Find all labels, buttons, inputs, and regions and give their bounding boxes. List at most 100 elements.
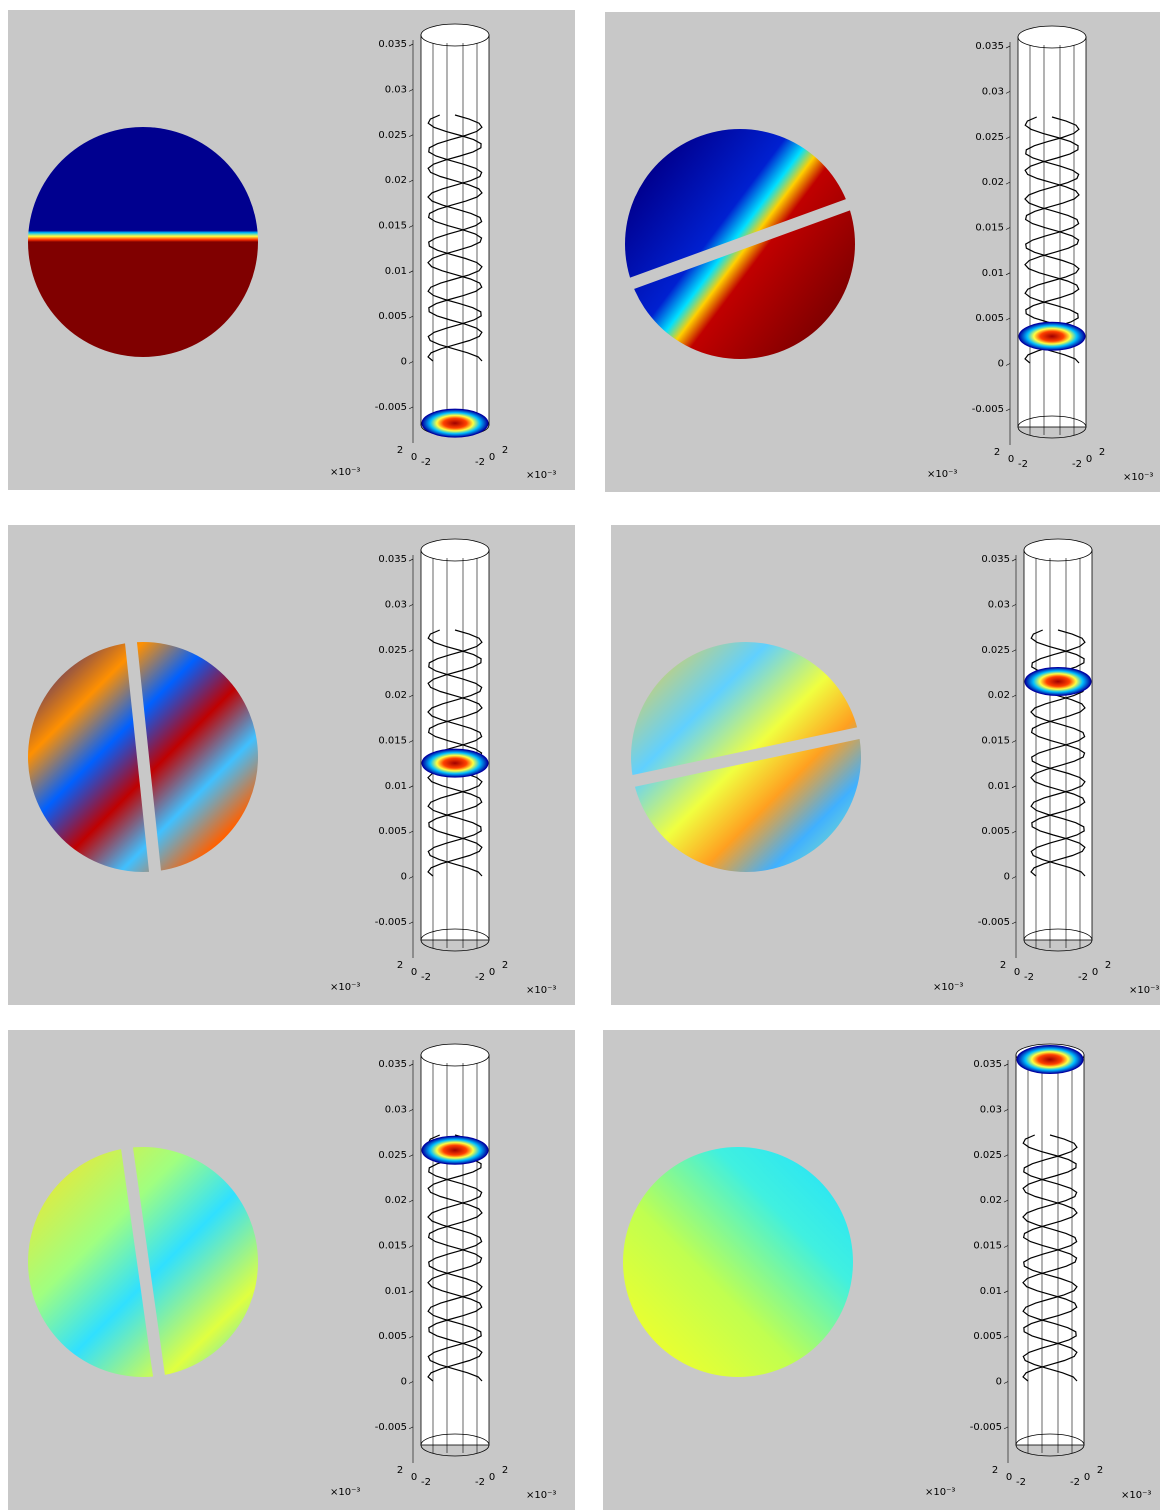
z-tick-label: 0.035 (378, 39, 407, 50)
y-tick-label: 2 (397, 960, 403, 971)
z-tick-label: -0.005 (972, 404, 1004, 415)
z-tick-label: 0.025 (378, 1150, 407, 1161)
y-scale-label: ×10⁻³ (330, 1487, 360, 1498)
z-tick-label: 0.005 (973, 1331, 1002, 1342)
z-tick-label: 0.01 (385, 266, 407, 277)
z-tick-label: 0.005 (378, 311, 407, 322)
tube (421, 550, 489, 940)
x-scale-label: ×10⁻³ (1123, 472, 1153, 483)
x-tick-label: 2 (502, 960, 508, 971)
y-tick-label: -2 (421, 1477, 431, 1488)
y-tick-label: 0 (411, 967, 417, 978)
z-tick-label: 0.03 (988, 599, 1010, 610)
y-scale-label: ×10⁻³ (925, 1487, 955, 1498)
x-tick-label: -2 (1072, 459, 1082, 470)
z-tick-label: 0.005 (378, 1331, 407, 1342)
y-tick-label: -2 (1016, 1477, 1026, 1488)
y-tick-label: 0 (1006, 1472, 1012, 1483)
x-tick-label: 2 (1099, 447, 1105, 458)
z-tick-label: 0.03 (982, 86, 1004, 97)
x-tick-label: 0 (1084, 1472, 1090, 1483)
z-tick-label: 0.01 (385, 781, 407, 792)
tube (1016, 1055, 1084, 1445)
z-tick-label: 0.015 (378, 735, 407, 746)
panel: 0.0350.030.0250.020.0150.010.0050-0.0052… (605, 12, 1160, 492)
tube (421, 1055, 489, 1445)
y-tick-label: 0 (411, 452, 417, 463)
z-tick-label: 0.025 (378, 130, 407, 141)
z-tick-label: 0.02 (980, 1195, 1002, 1206)
panel: 0.0350.030.0250.020.0150.010.0050-0.0052… (8, 1030, 575, 1510)
z-tick-label: 0.02 (988, 690, 1010, 701)
tube-top (421, 24, 489, 46)
x-scale-label: ×10⁻³ (526, 1490, 556, 1501)
x-scale-label: ×10⁻³ (1129, 985, 1159, 996)
z-tick-label: 0.03 (385, 84, 407, 95)
y-tick-label: 0 (1014, 967, 1020, 978)
z-tick-label: 0.02 (982, 177, 1004, 188)
x-tick-label: 2 (1105, 960, 1111, 971)
z-tick-label: 0.005 (981, 826, 1010, 837)
y-tick-label: -2 (1024, 972, 1034, 983)
z-tick-label: 0.035 (973, 1059, 1002, 1070)
z-tick-label: 0.015 (981, 735, 1010, 746)
z-tick-label: 0 (401, 872, 407, 883)
slice-marker (422, 1136, 488, 1164)
y-tick-label: 2 (397, 445, 403, 456)
tube-top (1024, 539, 1092, 561)
x-tick-label: 2 (502, 1465, 508, 1476)
z-tick-label: 0.035 (981, 554, 1010, 565)
x-tick-label: 0 (489, 452, 495, 463)
y-tick-label: 0 (411, 1472, 417, 1483)
z-tick-label: 0.025 (973, 1150, 1002, 1161)
x-scale-label: ×10⁻³ (526, 470, 556, 481)
z-tick-label: 0.005 (975, 313, 1004, 324)
z-tick-label: 0.01 (982, 268, 1004, 279)
z-tick-label: 0.035 (378, 554, 407, 565)
panel: 0.0350.030.0250.020.0150.010.0050-0.0052… (8, 525, 575, 1005)
x-tick-label: 0 (1092, 967, 1098, 978)
y-scale-label: ×10⁻³ (927, 469, 957, 480)
slice-disk (28, 127, 258, 357)
z-tick-label: 0.03 (385, 1104, 407, 1115)
tube-top (421, 1044, 489, 1066)
z-tick-label: 0.02 (385, 1195, 407, 1206)
y-scale-label: ×10⁻³ (330, 467, 360, 478)
panel: 0.0350.030.0250.020.0150.010.0050-0.0052… (611, 525, 1160, 1005)
z-tick-label: 0 (998, 359, 1004, 370)
slice-marker (422, 409, 488, 437)
z-tick-label: 0.015 (378, 1240, 407, 1251)
z-tick-label: 0.015 (973, 1240, 1002, 1251)
x-tick-label: -2 (475, 972, 485, 983)
tube (421, 35, 489, 425)
y-tick-label: 2 (994, 447, 1000, 458)
z-tick-label: 0 (401, 357, 407, 368)
x-tick-label: -2 (475, 1477, 485, 1488)
panel: 0.0350.030.0250.020.0150.010.0050-0.0052… (603, 1030, 1160, 1510)
x-tick-label: -2 (1078, 972, 1088, 983)
x-tick-label: 0 (489, 1472, 495, 1483)
panel: 0.0350.030.0250.020.0150.010.0050-0.0052… (8, 10, 575, 490)
z-tick-label: 0 (401, 1377, 407, 1388)
tube (1024, 550, 1092, 940)
z-tick-label: 0.035 (975, 41, 1004, 52)
y-tick-label: -2 (1018, 459, 1028, 470)
z-tick-label: 0.025 (981, 645, 1010, 656)
tube (1018, 37, 1086, 427)
y-tick-label: -2 (421, 457, 431, 468)
z-tick-label: 0 (1004, 872, 1010, 883)
z-tick-label: 0.015 (378, 220, 407, 231)
x-tick-label: -2 (475, 457, 485, 468)
y-tick-label: 2 (397, 1465, 403, 1476)
x-tick-label: 0 (489, 967, 495, 978)
z-tick-label: 0.035 (378, 1059, 407, 1070)
slice-marker (1017, 1046, 1083, 1074)
y-tick-label: 2 (992, 1465, 998, 1476)
y-tick-label: 0 (1008, 454, 1014, 465)
slice-marker (1025, 668, 1091, 696)
x-tick-label: 2 (502, 445, 508, 456)
x-tick-label: -2 (1070, 1477, 1080, 1488)
z-tick-label: -0.005 (375, 917, 407, 928)
z-tick-label: 0.005 (378, 826, 407, 837)
slice-marker (1019, 322, 1085, 350)
